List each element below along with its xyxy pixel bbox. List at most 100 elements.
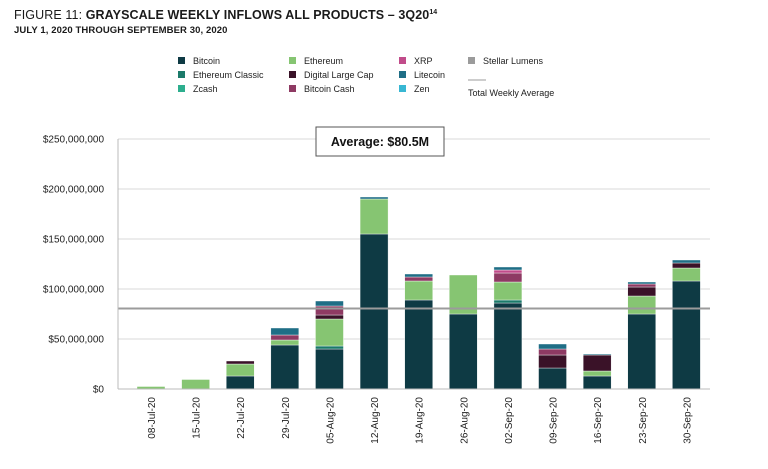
bar-digital-large-cap-16-sep-20	[582, 354, 612, 372]
bar-litecoin-09-sep-20	[538, 343, 567, 350]
bar-litecoin-30-sep-20	[672, 259, 701, 264]
bar-ethereum-05-aug-20	[315, 318, 344, 347]
x-tick-label: 19-Aug-20	[415, 397, 426, 444]
bar-ethereum-classic-05-aug-20	[315, 345, 344, 350]
bar-digital-large-cap-30-sep-20	[672, 262, 701, 269]
legend-swatch	[399, 85, 406, 92]
legend-label: Bitcoin	[193, 56, 220, 66]
bar-digital-large-cap-05-aug-20	[315, 314, 344, 320]
bar-litecoin-12-aug-20	[359, 196, 389, 200]
figure-header: FIGURE 11: GRAYSCALE WEEKLY INFLOWS ALL …	[14, 8, 437, 36]
bar-stack-26-aug-20	[449, 274, 478, 390]
x-tick-label: 16-Sep-20	[593, 397, 604, 444]
bar-bitcoin-02-sep-20	[493, 302, 523, 390]
bar-bitcoin-09-sep-20	[538, 367, 567, 390]
legend-item-zcash: Zcash	[178, 84, 218, 94]
legend-label: Bitcoin Cash	[304, 84, 355, 94]
bar-bitcoin-19-aug-20	[404, 299, 433, 390]
bar-bitcoin-cash-02-sep-20	[493, 272, 523, 283]
bar-bitcoin-26-aug-20	[449, 313, 478, 390]
bar-stack-22-jul-20	[226, 360, 255, 390]
x-tick-label: 08-Jul-20	[147, 397, 158, 439]
bar-bitcoin-16-sep-20	[582, 375, 612, 390]
bar-litecoin-05-aug-20	[315, 300, 344, 307]
bar-bitcoin-29-jul-20	[270, 344, 300, 390]
legend-swatch	[178, 71, 185, 78]
legend-swatch	[178, 85, 185, 92]
legend-label: Ethereum Classic	[193, 70, 264, 80]
x-tick-label: 29-Jul-20	[281, 397, 292, 439]
y-tick-label: $200,000,000	[43, 185, 105, 196]
bar-ethereum-16-sep-20	[582, 370, 612, 377]
x-tick-label: 22-Jul-20	[236, 397, 247, 439]
bar-ethereum-29-jul-20	[270, 339, 300, 346]
bar-stack-23-sep-20	[627, 281, 656, 390]
bar-bitcoin-23-sep-20	[627, 313, 656, 390]
legend-item-total-weekly-average: Total Weekly Average	[468, 79, 554, 98]
y-axis-ticks: $0 $50,000,000 $100,000,000 $150,000,000 $20…	[43, 135, 105, 396]
x-tick-label: 30-Sep-20	[682, 397, 693, 444]
legend-swatch	[289, 71, 296, 78]
bar-ethereum-12-aug-20	[359, 198, 389, 235]
bar-bitcoin-cash-23-sep-20	[627, 283, 656, 288]
bar-ethereum-23-sep-20	[627, 295, 656, 315]
legend-label: Ethereum	[304, 56, 343, 66]
figure-title-text: GRAYSCALE WEEKLY INFLOWS ALL PRODUCTS – …	[85, 8, 430, 22]
bar-xrp-02-sep-20	[493, 269, 523, 274]
legend-label: Zcash	[193, 84, 218, 94]
x-tick-label: 15-Jul-20	[192, 397, 203, 439]
legend-label: XRP	[414, 56, 433, 66]
bar-bitcoin-05-aug-20	[315, 348, 344, 390]
legend-label: Litecoin	[414, 70, 445, 80]
legend-label: Digital Large Cap	[304, 70, 374, 80]
legend-item-xrp: XRP	[399, 56, 433, 66]
figure-label: FIGURE 11:	[14, 8, 83, 22]
bar-bitcoin-cash-05-aug-20	[315, 305, 344, 316]
average-callout-text: Average: $80.5M	[331, 135, 429, 149]
bar-stack-16-sep-20	[582, 353, 612, 390]
legend-item-digital-large-cap: Digital Large Cap	[289, 70, 374, 80]
bar-bitcoin-cash-09-sep-20	[538, 348, 567, 356]
bar-ethereum-classic-02-sep-20	[493, 299, 523, 304]
bar-stack-19-aug-20	[404, 273, 433, 390]
x-axis-ticks: 08-Jul-20 15-Jul-20 22-Jul-20 29-Jul-20 05-A…	[118, 388, 710, 444]
bar-stack-09-sep-20	[538, 343, 567, 390]
legend-item-litecoin: Litecoin	[399, 70, 445, 80]
bar-stack-12-aug-20	[359, 196, 389, 390]
y-tick-label: $250,000,000	[43, 135, 105, 146]
bar-stack-30-sep-20	[672, 259, 701, 390]
x-tick-label: 05-Aug-20	[325, 397, 336, 444]
bar-litecoin-29-jul-20	[270, 327, 300, 336]
bar-stack-15-jul-20	[181, 379, 210, 390]
bar-litecoin-19-aug-20	[404, 273, 433, 278]
bar-litecoin-02-sep-20	[493, 266, 523, 271]
legend-item-ethereum-classic: Ethereum Classic	[178, 70, 264, 80]
x-tick-label: 09-Sep-20	[549, 397, 560, 444]
x-tick-label: 12-Aug-20	[370, 397, 381, 444]
legend-item-bitcoin-cash: Bitcoin Cash	[289, 84, 355, 94]
legend-swatch	[399, 57, 406, 64]
x-tick-label: 02-Sep-20	[504, 397, 515, 444]
figure-subtitle: JULY 1, 2020 THROUGH SEPTEMBER 30, 2020	[14, 25, 228, 36]
y-tick-label: $0	[93, 385, 105, 396]
bar-ethereum-22-jul-20	[226, 363, 255, 377]
y-tick-label: $150,000,000	[43, 235, 105, 246]
legend-swatch	[178, 57, 185, 64]
bar-digital-large-cap-22-jul-20	[226, 360, 255, 365]
legend-item-zen: Zen	[399, 84, 430, 94]
bar-stack-29-jul-20	[270, 327, 300, 390]
bar-bitcoin-12-aug-20	[359, 233, 389, 390]
bar-ethereum-30-sep-20	[672, 267, 701, 282]
bar-ethereum-19-aug-20	[404, 280, 433, 301]
stacked-bars	[136, 196, 701, 390]
legend-swatch	[399, 71, 406, 78]
legend-item-ethereum: Ethereum	[289, 56, 343, 66]
legend-label: Stellar Lumens	[483, 56, 544, 66]
average-line-group: Average: $80.5M	[118, 126, 710, 310]
figure-title: FIGURE 11: GRAYSCALE WEEKLY INFLOWS ALL …	[14, 8, 437, 22]
x-tick-label: 23-Sep-20	[638, 397, 649, 444]
bar-digital-large-cap-09-sep-20	[538, 354, 567, 369]
chart-legend: Bitcoin Ethereum XRP Stellar Lumens Ethereum…	[178, 56, 554, 98]
y-tick-label: $50,000,000	[48, 335, 104, 346]
